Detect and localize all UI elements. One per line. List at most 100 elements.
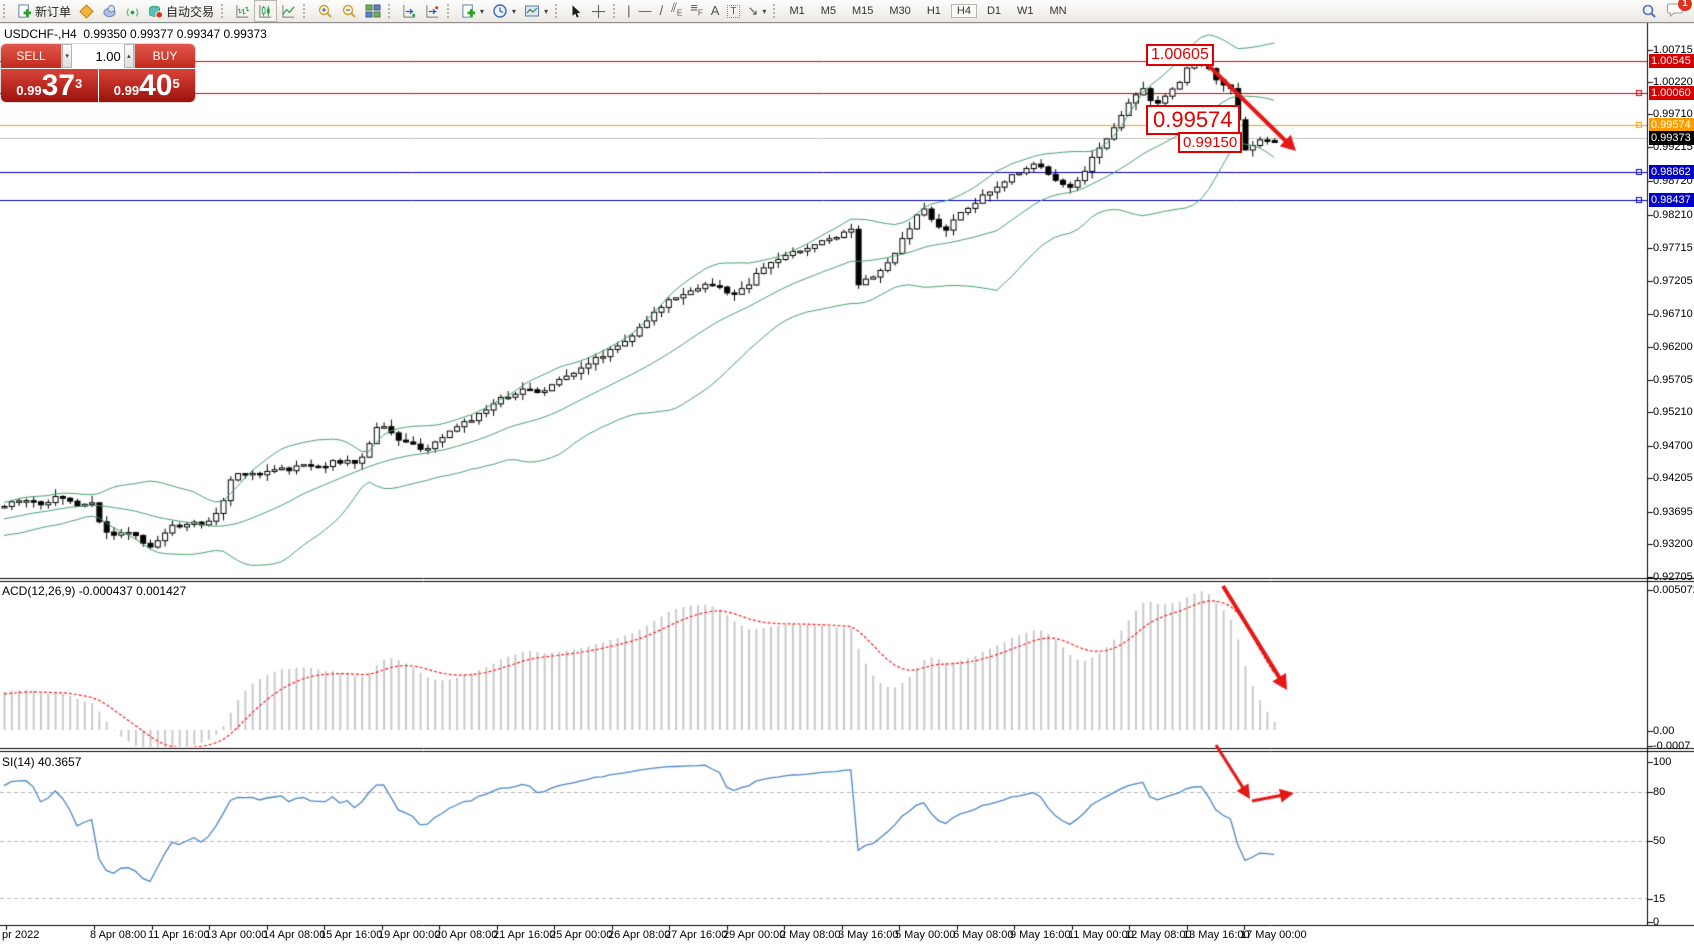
timeframe-button-H1[interactable]: H1: [926, 5, 941, 17]
rsi-axis-tick-label: 80: [1653, 786, 1666, 798]
price-axis-tick-label: 0.96710: [1653, 308, 1693, 320]
annotation-high-price[interactable]: 1.00605: [1146, 44, 1214, 66]
candlestick-chart-icon: [259, 4, 272, 18]
vertical-line-icon: |: [627, 3, 631, 18]
horizontal-line-button[interactable]: —: [634, 1, 655, 21]
toolbar-right: 1: [1641, 0, 1694, 20]
fibonacci-button[interactable]: ≡F: [686, 0, 706, 21]
time-axis-label: 3 May 16:00: [838, 929, 899, 941]
annotation-low-price[interactable]: 0.99150: [1178, 132, 1243, 153]
search-icon[interactable]: [1641, 3, 1657, 19]
indicators-button[interactable]: ▾: [457, 1, 488, 21]
timeframe-button-MN[interactable]: MN: [1049, 5, 1067, 17]
buy-price-big: 40: [139, 69, 173, 102]
price-axis-tick-label: 0.92705: [1653, 571, 1693, 583]
price-axis-tick-label: 1.00220: [1653, 76, 1693, 88]
price-axis-tick-label: 0.96200: [1653, 341, 1693, 353]
timeframe-button-H4[interactable]: H4: [950, 4, 977, 18]
cursor-button[interactable]: [565, 1, 587, 21]
periods-caret-icon: ▾: [512, 6, 517, 16]
chart-symbol-period: USDCHF-,H4: [4, 27, 77, 41]
chart-shift-icon: [426, 4, 439, 18]
price-axis-tick-label: 1.00715: [1653, 44, 1693, 56]
time-axis-label: 9 May 16:00: [1010, 929, 1071, 941]
chat-button[interactable]: 1: [1667, 0, 1692, 20]
notification-badge: 1: [1678, 0, 1692, 11]
new-order-label: 新订单: [35, 4, 72, 19]
sell-button[interactable]: SELL: [1, 44, 61, 68]
templates-button[interactable]: ▾: [520, 1, 552, 21]
text-label-button[interactable]: T: [723, 1, 743, 21]
styler-button[interactable]: [75, 1, 98, 21]
macd-pane-label: ACD(12,26,9) -0.000437 0.001427: [2, 584, 187, 598]
top-toolbar: 新订单 自动交易: [0, 0, 1694, 23]
zoom-in-button[interactable]: [313, 1, 337, 21]
volume-input[interactable]: [72, 44, 124, 68]
time-axis-label: 12 May 08:00: [1125, 929, 1192, 941]
text-button[interactable]: A: [707, 1, 724, 21]
line-chart-icon: [282, 4, 295, 18]
zoom-out-button[interactable]: [337, 1, 361, 21]
bar-chart-button[interactable]: [231, 1, 254, 21]
new-order-icon: [18, 3, 32, 18]
line-chart-button[interactable]: [277, 1, 300, 21]
new-order-button[interactable]: 新订单: [13, 1, 75, 21]
price-axis-tick-label: 0.93695: [1653, 506, 1693, 518]
time-axis-label: 2 May 08:00: [780, 929, 841, 941]
price-axis-tick-label: 0.95210: [1653, 406, 1693, 418]
price-axis-tick-label: 0.95705: [1653, 374, 1693, 386]
volume-increase-button[interactable]: ▴: [123, 44, 134, 68]
chart-ohlc-values: 0.99350 0.99377 0.99347 0.99373: [83, 27, 267, 41]
auto-trading-label: 自动交易: [166, 4, 215, 19]
volume-decrease-button[interactable]: ▾: [62, 44, 73, 68]
styler-icon: [79, 3, 94, 19]
price-axis-tick-label: 0.98210: [1653, 209, 1693, 221]
templates-icon: [525, 5, 540, 17]
macd-axis-tick-label: -0.0007: [1653, 740, 1691, 752]
chart-shift-button[interactable]: [421, 1, 444, 21]
timeframe-button-M5[interactable]: M5: [820, 5, 836, 17]
signals-button[interactable]: [121, 1, 144, 21]
auto-trading-button[interactable]: 自动交易: [144, 1, 218, 21]
auto-scroll-button[interactable]: [398, 1, 421, 21]
crosshair-icon: [592, 4, 606, 18]
timeframe-button-W1[interactable]: W1: [1017, 5, 1034, 17]
toolbar-grip: [388, 4, 395, 18]
tile-windows-button[interactable]: [361, 1, 385, 21]
timeframe-button-M15[interactable]: M15: [852, 5, 874, 17]
buy-price[interactable]: 0.99 40 5: [98, 69, 195, 102]
trendline-button[interactable]: /: [655, 1, 667, 21]
vertical-line-button[interactable]: |: [623, 1, 634, 21]
time-axis-label: 13 May 16:00: [1183, 929, 1250, 941]
price-tag-0.98862: 0.98862: [1649, 165, 1694, 179]
rsi-axis-tick-label: 0: [1653, 916, 1660, 928]
crosshair-button[interactable]: [587, 1, 610, 21]
timeframe-toolbar: M1 M5 M15 M30 H1 H4 D1 W1 MN: [783, 4, 1072, 18]
buy-button[interactable]: BUY: [135, 44, 195, 68]
candlestick-chart-button[interactable]: [254, 0, 278, 22]
sell-price-small: 0.99: [16, 83, 42, 98]
tile-windows-icon: [365, 4, 381, 18]
indicators-caret-icon: ▾: [480, 6, 485, 16]
periods-button[interactable]: ▾: [488, 1, 520, 21]
buy-price-sup: 5: [172, 76, 180, 91]
timeframe-button-M30[interactable]: M30: [889, 5, 911, 17]
time-axis-label: 20 Apr 08:00: [435, 929, 498, 941]
annotation-mid-price[interactable]: 0.99574: [1146, 105, 1240, 135]
time-axis-label: 19 Apr 00:00: [378, 929, 441, 941]
timeframe-button-D1[interactable]: D1: [986, 5, 1001, 17]
timeframe-button-M1[interactable]: M1: [789, 5, 805, 17]
volume-control: ▾ ▴: [61, 44, 135, 68]
chart-title: USDCHF-,H4 0.99350 0.99377 0.99347 0.993…: [4, 27, 267, 41]
sell-price-sup: 3: [74, 76, 83, 91]
rsi-axis-tick-label: 100: [1653, 756, 1672, 768]
price-axis-tick-label: 0.93200: [1653, 538, 1693, 550]
time-axis-label: 15 Apr 16:00: [320, 929, 383, 941]
arrows-button[interactable]: ↘ ▾: [744, 1, 771, 21]
rsi-axis-tick-label: 15: [1653, 893, 1666, 905]
equidistant-channel-button[interactable]: ⫽E: [667, 0, 686, 21]
trade-panel-prices: 0.99 37 3 0.99 40 5: [1, 68, 195, 102]
sell-price[interactable]: 0.99 37 3: [1, 69, 98, 102]
market-depth-button[interactable]: [98, 1, 121, 21]
